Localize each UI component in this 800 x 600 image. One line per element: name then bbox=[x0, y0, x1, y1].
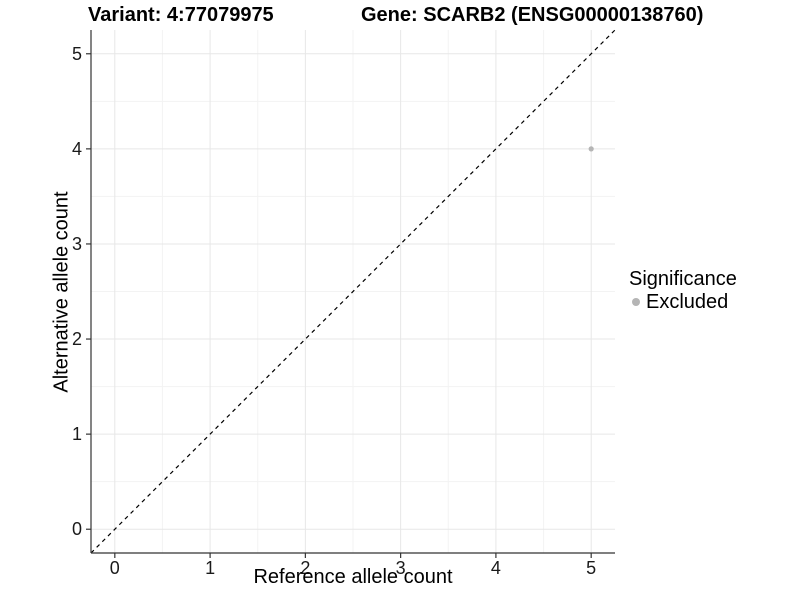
y-tick-label: 0 bbox=[72, 519, 82, 539]
x-tick-label: 1 bbox=[205, 558, 215, 578]
y-tick-label: 2 bbox=[72, 329, 82, 349]
legend-item-excluded: Excluded bbox=[632, 291, 737, 313]
y-axis-title: Alternative allele count bbox=[50, 191, 73, 393]
y-tick-label: 1 bbox=[72, 424, 82, 444]
plot-title-variant: Variant: 4:77079975 bbox=[88, 4, 274, 26]
x-tick-label: 3 bbox=[396, 558, 406, 578]
plot-title-gene: Gene: SCARB2 (ENSG00000138760) bbox=[361, 4, 704, 26]
data-point-excluded bbox=[588, 146, 594, 152]
x-tick-label: 2 bbox=[300, 558, 310, 578]
x-tick-label: 5 bbox=[586, 558, 596, 578]
legend-item-label: Excluded bbox=[646, 291, 729, 313]
y-tick-label: 3 bbox=[72, 234, 82, 254]
x-tick-label: 0 bbox=[110, 558, 120, 578]
x-tick-label: 4 bbox=[491, 558, 501, 578]
x-axis-title: Reference allele count bbox=[253, 566, 453, 588]
y-tick-label: 5 bbox=[72, 44, 82, 64]
identity-dashed-line bbox=[90, 29, 616, 554]
y-tick-label: 4 bbox=[72, 139, 82, 159]
legend-point-icon bbox=[632, 298, 640, 306]
legend-title: Significance bbox=[629, 268, 737, 290]
legend: Significance Excluded bbox=[629, 268, 737, 313]
